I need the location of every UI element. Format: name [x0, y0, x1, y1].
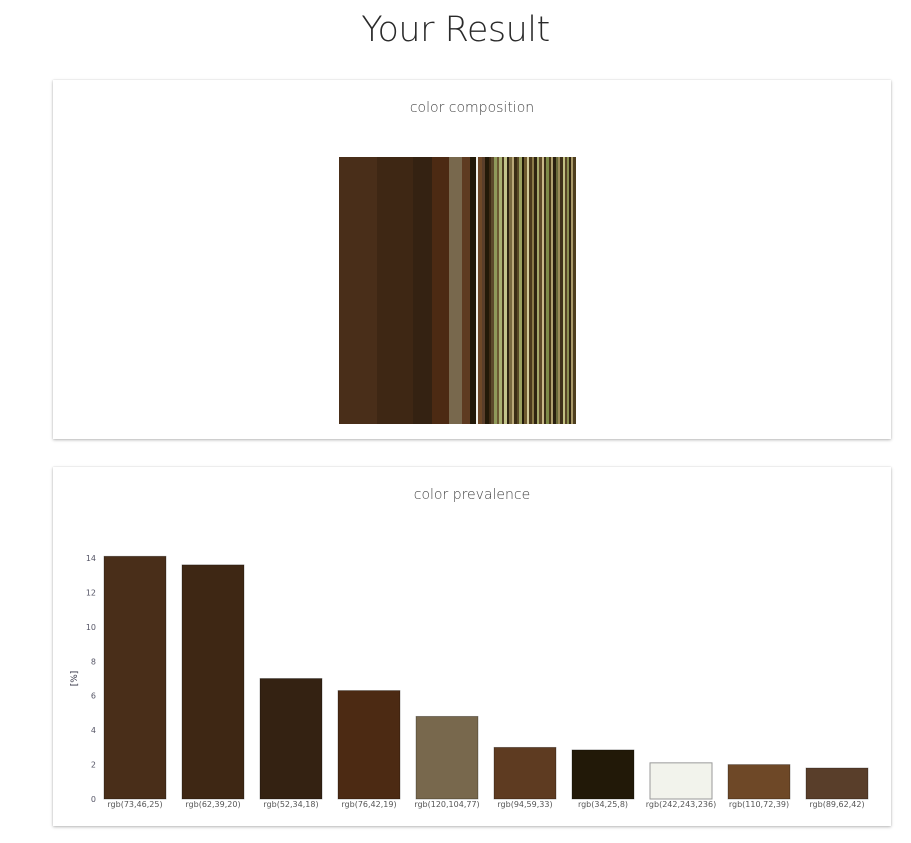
composition-stripe: [514, 157, 517, 424]
composition-stripe: [539, 157, 542, 424]
composition-block: [476, 157, 478, 424]
color-prevalence-chart: 0 2 4 6 8 10 12 14 [%] rgb(73,46,25) rgb(62,39,20)…: [70, 554, 869, 809]
bar: [181, 564, 245, 800]
composition-stripe: [534, 157, 537, 424]
composition-stripe: [509, 157, 512, 424]
composition-stripe: [489, 157, 491, 424]
composition-stripe: [494, 157, 497, 424]
composition-stripe: [558, 157, 560, 424]
bar: [415, 715, 479, 800]
composition-stripe: [549, 157, 551, 424]
composition-stripe: [482, 157, 485, 424]
composition-stripe: [519, 157, 522, 424]
bar: [103, 555, 167, 800]
x-tick-label: rgb(62,39,20): [185, 800, 240, 809]
composition-stripe: [537, 157, 539, 424]
composition-block: [462, 157, 470, 424]
composition-stripe: [544, 157, 546, 424]
composition-stripe: [504, 157, 507, 424]
composition-stripe: [532, 157, 534, 424]
x-tick-label: rgb(242,243,236): [646, 800, 716, 809]
y-axis-label: [%]: [70, 671, 80, 687]
composition-stripe: [553, 157, 556, 424]
x-tick-label: rgb(34,25,8): [578, 800, 628, 809]
bar: [259, 678, 323, 800]
bar: [727, 764, 791, 800]
page-title: Your Result: [361, 10, 550, 50]
composition-stripe: [556, 157, 558, 424]
composition-stripe: [478, 157, 482, 424]
composition-block: [339, 157, 377, 424]
bar: [571, 749, 635, 800]
color-composition-strip: [339, 157, 576, 424]
y-tick-label: 6: [91, 692, 96, 701]
composition-stripe: [499, 157, 502, 424]
bar: [493, 746, 557, 800]
composition-stripe: [563, 157, 565, 424]
composition-stripe: [507, 157, 509, 424]
y-tick-label: 2: [91, 761, 96, 770]
y-tick-label: 8: [91, 657, 96, 666]
composition-block: [377, 157, 413, 424]
composition-stripe: [491, 157, 494, 424]
y-tick-label: 14: [86, 554, 96, 563]
color-composition-card: color composition: [53, 80, 891, 439]
x-tick-label: rgb(110,72,39): [729, 800, 789, 809]
x-tick-label: rgb(120,104,77): [414, 800, 479, 809]
y-tick-label: 10: [86, 623, 96, 632]
composition-stripe: [565, 157, 567, 424]
composition-stripe: [524, 157, 527, 424]
composition-stripe: [522, 157, 524, 424]
y-tick-label: 12: [86, 588, 96, 597]
composition-block: [413, 157, 432, 424]
bar: [649, 762, 713, 800]
composition-stripe: [485, 157, 489, 424]
composition-stripe: [573, 157, 576, 424]
composition-stripe: [560, 157, 563, 424]
composition-stripe: [546, 157, 549, 424]
x-tick-label: rgb(52,34,18): [263, 800, 318, 809]
color-prevalence-title: color prevalence: [413, 487, 531, 503]
y-tick-label: 4: [91, 726, 96, 735]
composition-stripe: [571, 157, 573, 424]
x-tick-label: rgb(73,46,25): [107, 800, 162, 809]
composition-block: [470, 157, 476, 424]
y-tick-label: 0: [91, 795, 96, 804]
composition-stripe: [529, 157, 532, 424]
bar: [337, 690, 401, 800]
composition-block: [432, 157, 449, 424]
x-tick-label: rgb(76,42,19): [341, 800, 396, 809]
composition-stripe: [567, 157, 569, 424]
color-composition-title: color composition: [409, 100, 535, 116]
composition-stripe: [527, 157, 529, 424]
color-prevalence-card: color prevalence 0 2 4 6 8 10 12 14 [%] rgb(73,46…: [53, 467, 891, 826]
composition-stripe: [502, 157, 504, 424]
composition-block: [449, 157, 462, 424]
bar: [805, 767, 869, 800]
composition-stripe: [497, 157, 499, 424]
composition-stripe: [517, 157, 519, 424]
composition-stripe: [512, 157, 514, 424]
x-tick-label: rgb(89,62,42): [809, 800, 864, 809]
composition-stripe: [542, 157, 544, 424]
composition-stripe: [569, 157, 571, 424]
x-tick-label: rgb(94,59,33): [497, 800, 552, 809]
composition-stripe: [551, 157, 553, 424]
